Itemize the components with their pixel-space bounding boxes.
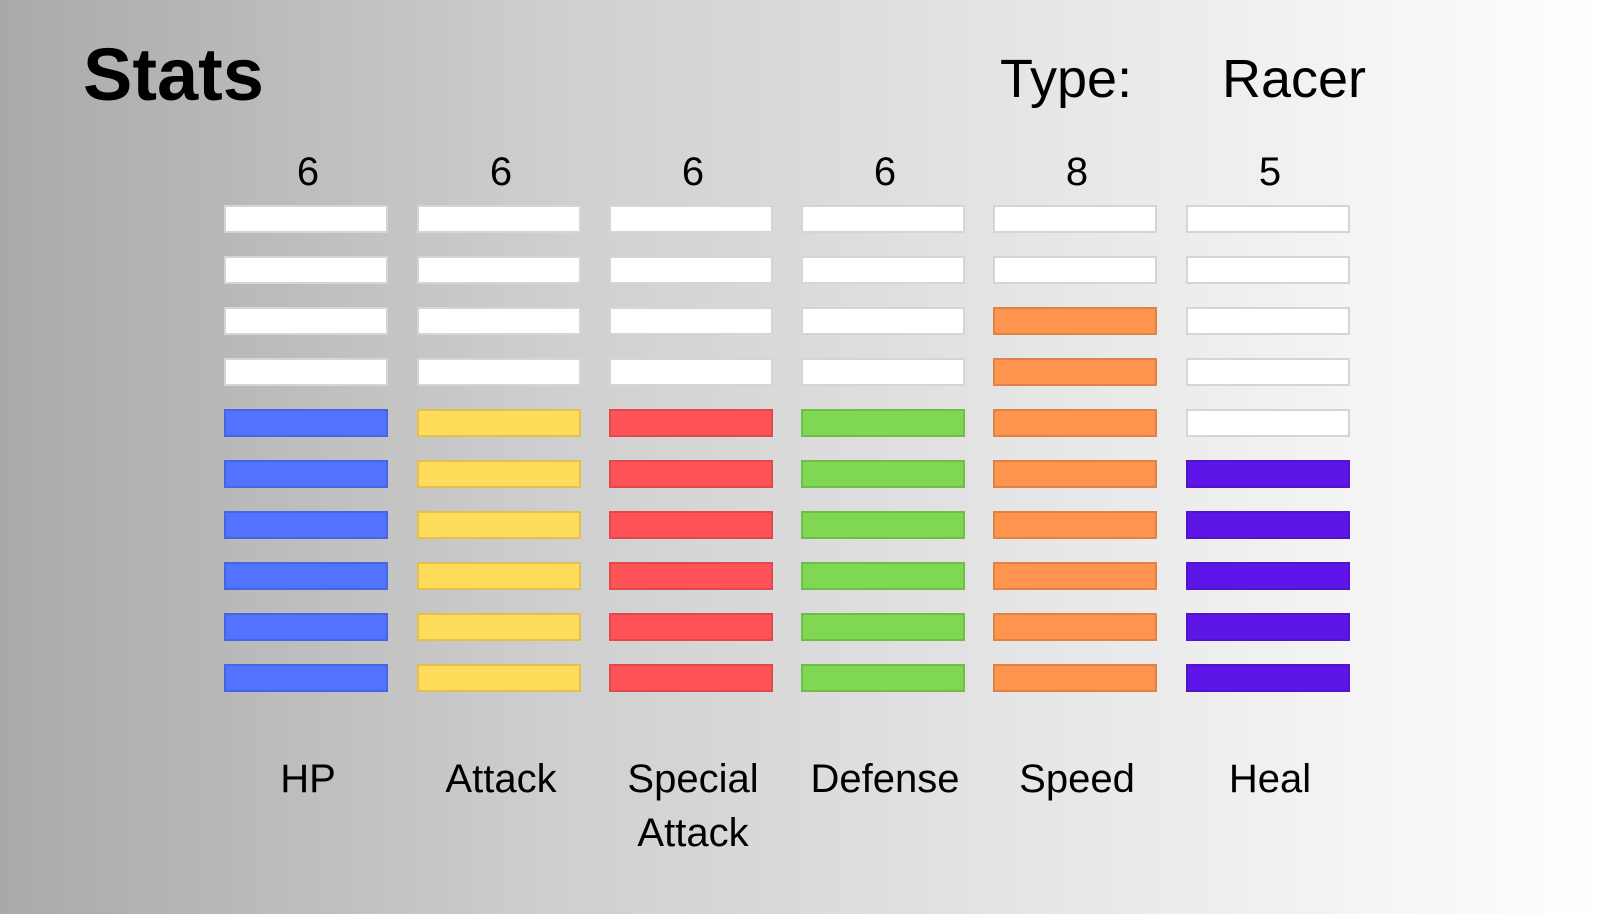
stat-segment-speed-4-filled <box>993 511 1157 539</box>
stat-name-defense: Defense <box>810 757 960 801</box>
stat-segment-hp-5-filled <box>224 460 388 488</box>
stat-segment-defense-3-filled <box>801 562 965 590</box>
stat-segment-hp-3-filled <box>224 562 388 590</box>
stat-segment-hp-6-filled <box>224 409 388 437</box>
stat-value-heal: 5 <box>1258 150 1282 194</box>
stat-segment-hp-4-filled <box>224 511 388 539</box>
stat-segment-special-attack-5-filled <box>609 460 773 488</box>
stat-segment-hp-8-empty <box>224 307 388 335</box>
stat-segment-attack-4-filled <box>417 511 581 539</box>
stat-segment-heal-8-empty <box>1186 307 1350 335</box>
stat-segment-special-attack-4-filled <box>609 511 773 539</box>
stat-name-heal: Heal <box>1228 757 1312 801</box>
stats-title: Stats <box>83 33 264 116</box>
stat-segment-special-attack-9-empty <box>609 256 773 284</box>
stat-segment-attack-1-filled <box>417 664 581 692</box>
stat-segment-hp-9-empty <box>224 256 388 284</box>
stat-value-attack: 6 <box>489 150 513 194</box>
stat-segment-attack-6-filled <box>417 409 581 437</box>
stat-segment-special-attack-6-filled <box>609 409 773 437</box>
stat-value-special-attack: 6 <box>681 150 705 194</box>
stat-segment-defense-10-empty <box>801 205 965 233</box>
stat-segment-defense-1-filled <box>801 664 965 692</box>
stat-segment-heal-4-filled <box>1186 511 1350 539</box>
stat-segment-attack-5-filled <box>417 460 581 488</box>
stat-segment-heal-3-filled <box>1186 562 1350 590</box>
stat-segment-special-attack-10-empty <box>609 205 773 233</box>
stat-segment-defense-4-filled <box>801 511 965 539</box>
stat-segment-speed-9-empty <box>993 256 1157 284</box>
stat-segment-special-attack-2-filled <box>609 613 773 641</box>
stat-segment-speed-10-empty <box>993 205 1157 233</box>
stat-segment-heal-10-empty <box>1186 205 1350 233</box>
stat-segment-defense-6-filled <box>801 409 965 437</box>
stat-value-defense: 6 <box>873 150 897 194</box>
stat-segment-defense-7-empty <box>801 358 965 386</box>
stat-segment-attack-7-empty <box>417 358 581 386</box>
type-value: Racer <box>1222 49 1367 109</box>
stat-segment-attack-10-empty <box>417 205 581 233</box>
stat-segment-attack-8-empty <box>417 307 581 335</box>
stat-segment-heal-7-empty <box>1186 358 1350 386</box>
stat-segment-attack-9-empty <box>417 256 581 284</box>
stat-segment-defense-8-empty <box>801 307 965 335</box>
stat-name-speed: Speed <box>1019 757 1135 801</box>
stat-segment-defense-5-filled <box>801 460 965 488</box>
stat-segment-special-attack-3-filled <box>609 562 773 590</box>
stat-segment-hp-10-empty <box>224 205 388 233</box>
stat-segment-special-attack-7-empty <box>609 358 773 386</box>
stat-segment-speed-5-filled <box>993 460 1157 488</box>
type-label: Type: <box>1000 49 1133 109</box>
stat-name-hp: HP <box>280 757 336 801</box>
stat-segment-hp-1-filled <box>224 664 388 692</box>
stat-name-attack: Attack <box>445 757 557 801</box>
stat-segment-hp-7-empty <box>224 358 388 386</box>
stat-segment-heal-5-filled <box>1186 460 1350 488</box>
stat-segment-defense-9-empty <box>801 256 965 284</box>
stat-segment-heal-2-filled <box>1186 613 1350 641</box>
stat-segment-speed-8-filled <box>993 307 1157 335</box>
stat-segment-speed-2-filled <box>993 613 1157 641</box>
stat-name-special-attack: Special Attack <box>627 757 759 855</box>
stat-segment-heal-1-filled <box>1186 664 1350 692</box>
stat-segment-speed-7-filled <box>993 358 1157 386</box>
stat-segment-speed-3-filled <box>993 562 1157 590</box>
stat-segment-special-attack-8-empty <box>609 307 773 335</box>
stat-segment-heal-9-empty <box>1186 256 1350 284</box>
stat-value-hp: 6 <box>296 150 320 194</box>
stat-segment-attack-3-filled <box>417 562 581 590</box>
stat-segment-special-attack-1-filled <box>609 664 773 692</box>
stat-segment-heal-6-empty <box>1186 409 1350 437</box>
stat-segment-attack-2-filled <box>417 613 581 641</box>
stat-value-speed: 8 <box>1065 150 1089 194</box>
stat-segment-speed-1-filled <box>993 664 1157 692</box>
stat-segment-hp-2-filled <box>224 613 388 641</box>
stat-segment-speed-6-filled <box>993 409 1157 437</box>
stat-segment-defense-2-filled <box>801 613 965 641</box>
